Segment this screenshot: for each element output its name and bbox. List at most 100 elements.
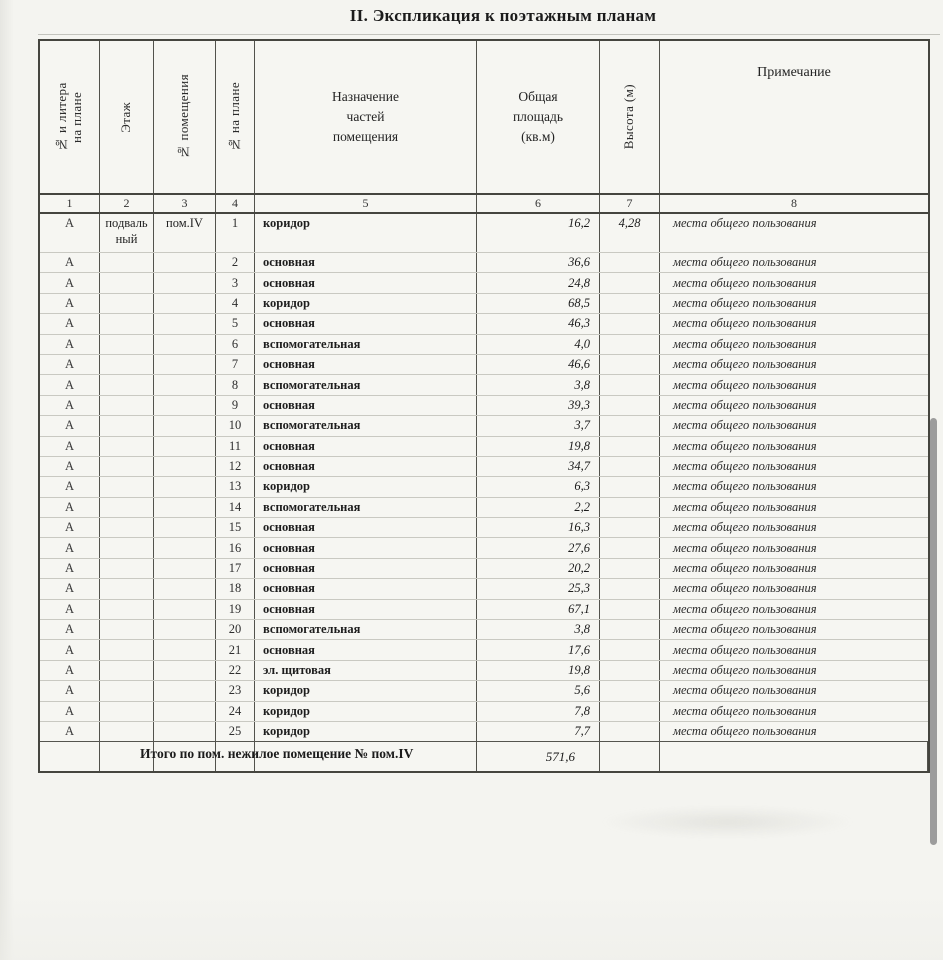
cell-litera: А (40, 354, 100, 375)
cell-floor (100, 681, 154, 701)
cell-litera: А (40, 314, 100, 334)
table-row: А 12 основная 34,7 места общего пользования (40, 455, 928, 477)
table-row: А 20 вспомогательная 3,8 места общего пользо… (40, 619, 928, 640)
cell-purpose: основная (255, 579, 477, 599)
cell-height (600, 497, 660, 518)
cell-purpose: эл. щитовая (255, 660, 477, 681)
cell-plan-number: 22 (216, 660, 255, 681)
cell-room-number (154, 579, 216, 599)
cell-height (600, 640, 660, 660)
cell-room-number (154, 497, 216, 518)
cell-purpose: коридор (255, 721, 477, 742)
cell-litera: А (40, 538, 100, 558)
explication-table: № и литера на плане Этаж № помещения № н… (38, 39, 930, 774)
cell-note: места общего пользования (673, 479, 817, 494)
header-note-label: Примечание (757, 65, 831, 80)
cell-note: места общего пользования (673, 357, 817, 372)
table-row: А 3 основная 24,8 места общего пользования (40, 272, 928, 293)
column-number-5: 5 (255, 195, 477, 212)
cell-plan-number: 4 (216, 293, 255, 314)
table-row: А 14 вспомогательная 2,2 места общего пользо… (40, 496, 928, 518)
cell-room-number (154, 518, 216, 538)
cell-area: 25,3 (477, 579, 600, 599)
cell-plan-number: 18 (216, 579, 255, 599)
cell-area: 7,8 (477, 701, 600, 721)
header-room-number-label: № помещения (176, 74, 192, 160)
cell-plan-number: 24 (216, 701, 255, 721)
cell-note: места общего пользования (673, 499, 817, 514)
header-plan-number: № на плане (216, 41, 255, 193)
cell-litera: А (40, 375, 100, 395)
cell-note: места общего пользования (673, 336, 817, 351)
cell-area: 3,8 (477, 620, 600, 640)
cell-plan-number: 10 (216, 416, 255, 436)
cell-purpose: основная (255, 640, 477, 660)
cell-plan-number: 21 (216, 640, 255, 660)
cell-floor: подвальный (100, 214, 154, 252)
cell-plan-number: 17 (216, 558, 255, 579)
cell-note: места общего пользования (673, 295, 817, 310)
vertical-scrollbar-thumb[interactable] (930, 418, 937, 845)
table-row: А 21 основная 17,6 места общего пользования (40, 639, 928, 660)
cell-area: 6,3 (477, 477, 600, 497)
cell-plan-number: 8 (216, 375, 255, 395)
cell-plan-number: 1 (216, 214, 255, 252)
table-row: А 22 эл. щитовая 19,8 места общего пользован… (40, 659, 928, 681)
cell-floor (100, 660, 154, 681)
cell-height (600, 314, 660, 334)
cell-floor (100, 620, 154, 640)
table-row: А 6 вспомогательная 4,0 места общего пользов… (40, 333, 928, 354)
cell-plan-number: 2 (216, 253, 255, 273)
cell-litera: А (40, 558, 100, 579)
cell-litera: А (40, 436, 100, 456)
total-cell-litera (40, 742, 100, 772)
cell-floor (100, 477, 154, 497)
table-row: А 9 основная 39,3 места общего пользования (40, 394, 928, 416)
total-cell-purpose (255, 742, 477, 772)
table-row: А 17 основная 20,2 места общего пользования (40, 557, 928, 579)
cell-height (600, 436, 660, 456)
cell-note: места общего пользования (673, 216, 817, 230)
table-row: А 7 основная 46,6 места общего пользования (40, 353, 928, 375)
cell-purpose: вспомогательная (255, 497, 477, 518)
total-cell-note (660, 742, 928, 772)
cell-area: 34,7 (477, 456, 600, 477)
cell-height (600, 721, 660, 742)
cell-note: места общего пользования (673, 622, 817, 637)
cell-plan-number: 9 (216, 395, 255, 416)
cell-litera: А (40, 253, 100, 273)
cell-room-number (154, 253, 216, 273)
cell-plan-number: 3 (216, 273, 255, 293)
cell-height (600, 395, 660, 416)
cell-height (600, 660, 660, 681)
cell-room-number (154, 334, 216, 354)
cell-litera: А (40, 701, 100, 721)
cell-litera: А (40, 721, 100, 742)
header-floor: Этаж (100, 41, 154, 193)
cell-note: места общего пользования (673, 275, 817, 290)
cell-litera: А (40, 416, 100, 436)
cell-height (600, 681, 660, 701)
cell-area: 7,7 (477, 721, 600, 742)
cell-floor (100, 416, 154, 436)
cell-room-number (154, 456, 216, 477)
cell-litera: А (40, 620, 100, 640)
cell-plan-number: 19 (216, 599, 255, 620)
cell-floor (100, 579, 154, 599)
cell-room-number (154, 558, 216, 579)
cell-note: места общего пользования (673, 418, 817, 433)
cell-floor (100, 354, 154, 375)
cell-purpose: основная (255, 273, 477, 293)
cell-area: 67,1 (477, 599, 600, 620)
cell-plan-number: 7 (216, 354, 255, 375)
cell-litera: А (40, 640, 100, 660)
cell-height (600, 701, 660, 721)
cell-plan-number: 11 (216, 436, 255, 456)
cell-litera: А (40, 456, 100, 477)
table-row: А 18 основная 25,3 места общего пользования (40, 578, 928, 599)
cell-area: 17,6 (477, 640, 600, 660)
cell-plan-number: 23 (216, 681, 255, 701)
cell-plan-number: 16 (216, 538, 255, 558)
column-number-4: 4 (216, 195, 255, 212)
